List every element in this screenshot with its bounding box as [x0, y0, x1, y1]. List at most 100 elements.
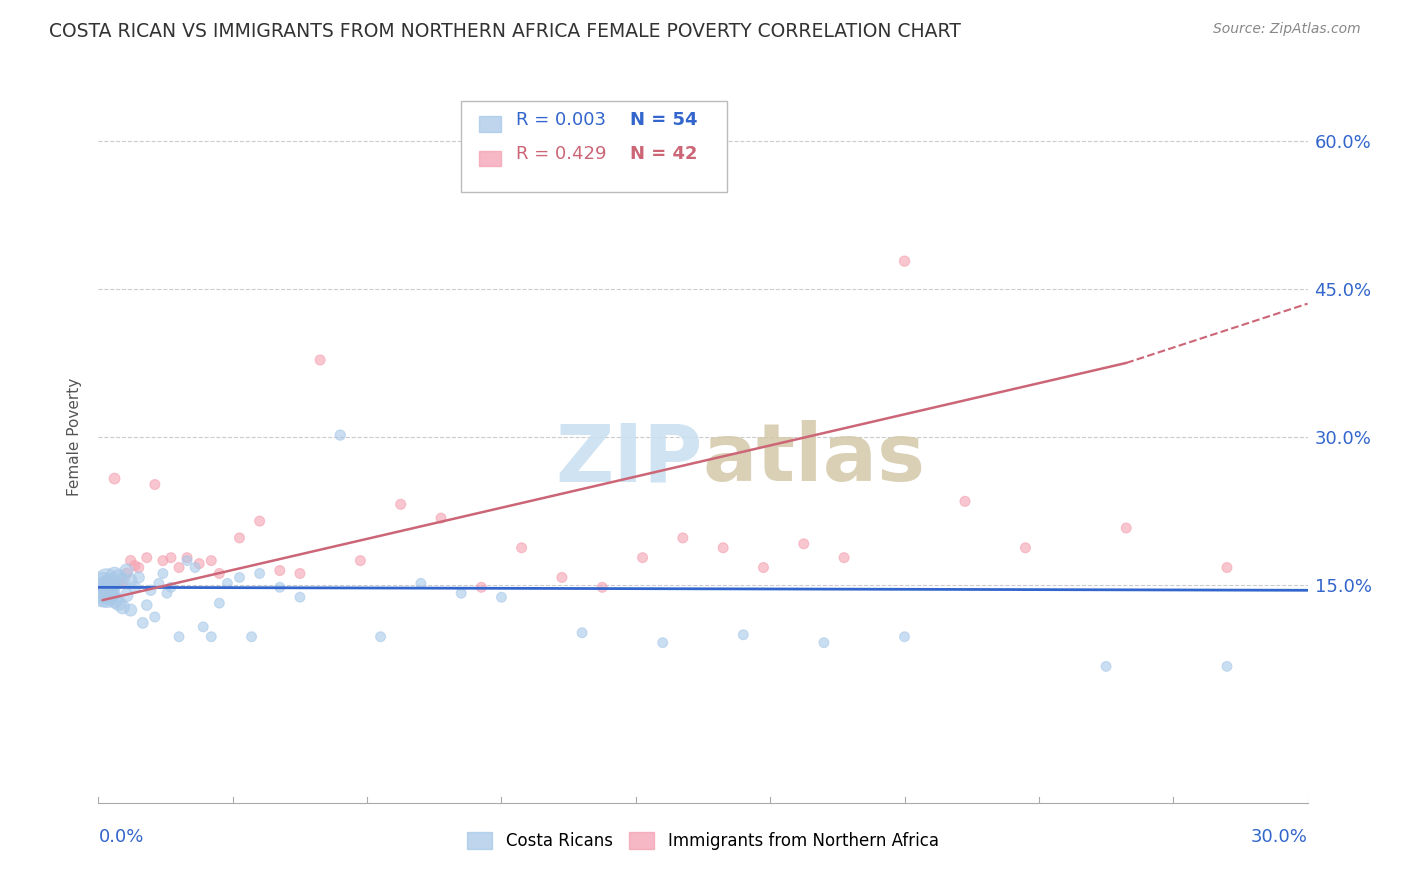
Point — [107, 576, 129, 591]
Text: atlas: atlas — [703, 420, 927, 498]
Point — [128, 570, 150, 584]
Point — [450, 586, 472, 600]
Point — [208, 566, 231, 581]
Point — [96, 591, 118, 605]
Point — [228, 531, 250, 545]
Point — [813, 635, 835, 649]
Point — [510, 541, 533, 555]
Text: N = 54: N = 54 — [630, 112, 697, 129]
Point — [96, 580, 118, 594]
FancyBboxPatch shape — [479, 116, 501, 132]
Point — [100, 588, 122, 602]
Point — [491, 591, 513, 605]
Point — [200, 554, 222, 568]
Text: ZIP: ZIP — [555, 420, 703, 498]
Point — [115, 566, 138, 581]
Point — [288, 566, 311, 581]
Point — [103, 568, 125, 582]
Point — [329, 428, 352, 442]
Point — [107, 570, 129, 584]
Point — [176, 550, 198, 565]
Text: R = 0.429: R = 0.429 — [516, 145, 606, 163]
Point — [160, 550, 183, 565]
Point — [1216, 659, 1239, 673]
Point — [124, 580, 146, 594]
Point — [135, 550, 157, 565]
Text: Source: ZipAtlas.com: Source: ZipAtlas.com — [1213, 22, 1361, 37]
Point — [91, 583, 114, 598]
Point — [240, 630, 263, 644]
Text: N = 42: N = 42 — [630, 145, 697, 163]
Point — [349, 554, 371, 568]
Point — [733, 628, 755, 642]
Point — [103, 593, 125, 607]
Point — [160, 580, 183, 594]
Point — [120, 554, 142, 568]
Point — [132, 615, 155, 630]
Point — [188, 557, 211, 571]
Point — [184, 560, 207, 574]
Point — [631, 550, 654, 565]
Point — [152, 566, 174, 581]
Point — [470, 580, 492, 594]
Text: 0.0%: 0.0% — [98, 828, 143, 846]
Point — [1095, 659, 1118, 673]
Point — [249, 514, 271, 528]
Point — [551, 570, 574, 584]
Point — [711, 541, 734, 555]
Point — [953, 494, 976, 508]
Point — [1216, 560, 1239, 574]
Point — [571, 625, 593, 640]
Point — [143, 477, 166, 491]
Point — [100, 576, 122, 591]
Point — [208, 596, 231, 610]
Text: COSTA RICAN VS IMMIGRANTS FROM NORTHERN AFRICA FEMALE POVERTY CORRELATION CHART: COSTA RICAN VS IMMIGRANTS FROM NORTHERN … — [49, 22, 962, 41]
Point — [91, 580, 114, 594]
Point — [1014, 541, 1036, 555]
Point — [672, 531, 695, 545]
Point — [96, 574, 118, 588]
Point — [152, 554, 174, 568]
Point — [100, 580, 122, 594]
Point — [1115, 521, 1137, 535]
Point — [111, 574, 134, 588]
Text: R = 0.003: R = 0.003 — [516, 112, 606, 129]
Point — [91, 588, 114, 602]
Point — [100, 582, 122, 597]
Point — [91, 578, 114, 592]
Point — [228, 570, 250, 584]
Point — [143, 610, 166, 624]
FancyBboxPatch shape — [461, 101, 727, 192]
Point — [430, 511, 453, 525]
Point — [651, 635, 673, 649]
Point — [309, 353, 332, 368]
Point — [832, 550, 855, 565]
Point — [111, 576, 134, 591]
Point — [389, 497, 412, 511]
Point — [217, 576, 239, 591]
Point — [176, 554, 198, 568]
Point — [115, 564, 138, 578]
Point — [200, 630, 222, 644]
Point — [288, 591, 311, 605]
Point — [139, 583, 162, 598]
Point — [148, 576, 170, 591]
Text: 30.0%: 30.0% — [1251, 828, 1308, 846]
Point — [156, 586, 179, 600]
Point — [111, 600, 134, 615]
Legend: Costa Ricans, Immigrants from Northern Africa: Costa Ricans, Immigrants from Northern A… — [461, 825, 945, 856]
Point — [793, 537, 815, 551]
Point — [591, 580, 613, 594]
Y-axis label: Female Poverty: Female Poverty — [67, 378, 83, 496]
Point — [96, 574, 118, 588]
Point — [120, 574, 142, 588]
FancyBboxPatch shape — [479, 151, 501, 167]
Point — [128, 560, 150, 574]
Point — [269, 564, 291, 578]
Point — [269, 580, 291, 594]
Point — [249, 566, 271, 581]
Point — [96, 586, 118, 600]
Point — [124, 558, 146, 573]
Point — [893, 254, 915, 268]
Point — [409, 576, 432, 591]
